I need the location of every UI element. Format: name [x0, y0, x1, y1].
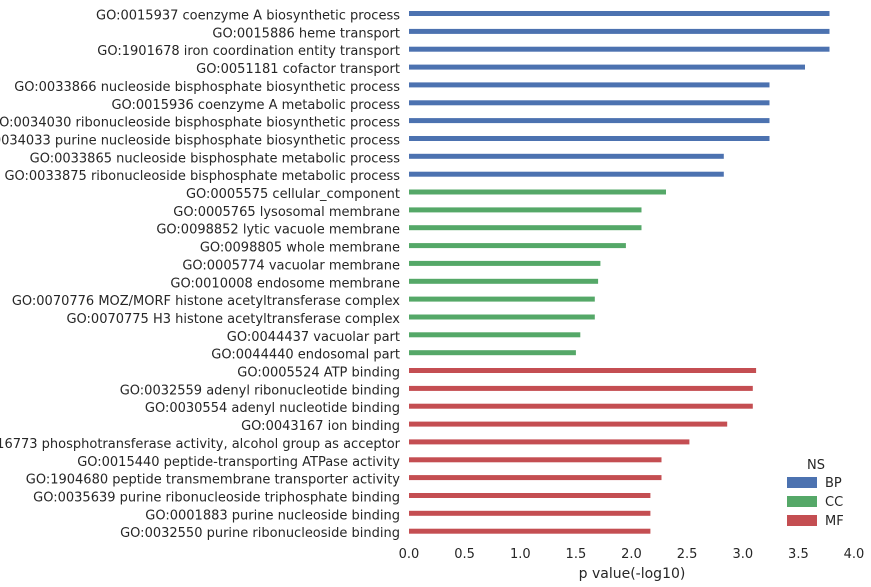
legend-swatch-cc [787, 496, 817, 507]
bar-22 [409, 385, 753, 391]
category-label: GO:0015937 coenzyme A biosynthetic proce… [96, 9, 400, 24]
x-tick-label: 3.0 [732, 547, 753, 562]
bar-27 [409, 475, 662, 481]
category-label: GO:0051181 cofactor transport [196, 62, 400, 77]
category-label: GO:0030554 adenyl nucleotide binding [145, 401, 400, 416]
category-label: GO:0016773 phosphotransferase activity, … [0, 437, 401, 452]
category-label: GO:0032550 purine ribonucleoside binding [120, 526, 400, 541]
category-label: GO:0015886 heme transport [212, 26, 400, 41]
bar-7 [409, 118, 770, 124]
category-label: GO:1904680 peptide transmembrane transpo… [26, 473, 401, 488]
category-label: GO:0001883 purine nucleoside binding [145, 508, 400, 523]
category-label: GO:0035639 purine ribonucleoside triphos… [33, 491, 400, 506]
category-label: GO:0005774 vacuolar membrane [182, 258, 400, 273]
category-label: GO:0005575 cellular_component [186, 187, 400, 202]
x-tick-label: 4.0 [844, 547, 865, 562]
category-label: GO:0032559 adenyl ribonucleotide binding [120, 383, 400, 398]
x-tick-label: 2.0 [621, 547, 642, 562]
bar-13 [409, 225, 642, 231]
bar-24 [409, 421, 728, 427]
bars-layer [409, 11, 830, 534]
legend-swatch-mf [787, 515, 817, 526]
bar-12 [409, 207, 642, 213]
x-tick-label: 0.5 [454, 547, 475, 562]
category-label: GO:0015440 peptide-transporting ATPase a… [77, 455, 400, 470]
legend-title: NS [807, 458, 825, 473]
legend-label-cc: CC [825, 495, 843, 510]
bar-4 [409, 64, 805, 70]
category-label: GO:0098852 lytic vacuole membrane [156, 223, 400, 238]
x-tick-label: 3.5 [788, 547, 809, 562]
category-label: GO:0098805 whole membrane [200, 241, 400, 256]
legend: NS BP CC MF [787, 458, 844, 529]
legend-label-mf: MF [825, 514, 844, 529]
bar-15 [409, 260, 601, 266]
bar-21 [409, 368, 757, 373]
category-label: GO:0033865 nucleoside bisphosphate metab… [30, 151, 401, 166]
category-label: GO:0005765 lysosomal membrane [173, 205, 400, 220]
bar-26 [409, 457, 662, 463]
bar-6 [409, 100, 770, 106]
legend-label-bp: BP [825, 476, 842, 491]
category-label: GO:1901678 iron coordination entity tran… [97, 44, 400, 59]
category-label: GO:0043167 ion binding [241, 419, 400, 434]
bar-16 [409, 278, 599, 284]
legend-swatch-bp [787, 477, 817, 488]
bar-1 [409, 11, 830, 16]
category-label: GO:0044437 vacuolar part [227, 330, 400, 345]
bar-3 [409, 46, 830, 52]
category-label: GO:0010008 endosome membrane [170, 276, 400, 291]
bar-23 [409, 403, 753, 409]
category-label: GO:0005524 ATP binding [237, 366, 400, 381]
category-labels: GO:0015937 coenzyme A biosynthetic proce… [0, 9, 401, 542]
bar-5 [409, 82, 770, 88]
category-label: GO:0034030 ribonucleoside bisphosphate b… [0, 116, 400, 131]
category-label: GO:0033866 nucleoside bisphosphate biosy… [14, 80, 400, 95]
bar-10 [409, 171, 724, 177]
category-label: GO:0033875 ribonucleoside bisphosphate m… [4, 169, 400, 184]
bar-17 [409, 296, 595, 302]
x-tick-label: 1.0 [510, 547, 531, 562]
bar-9 [409, 153, 724, 159]
bar-29 [409, 510, 651, 516]
bar-18 [409, 314, 595, 320]
category-label: GO:0034033 purine nucleoside bisphosphat… [0, 134, 400, 149]
bar-11 [409, 189, 666, 195]
bar-25 [409, 439, 690, 445]
bar-2 [409, 28, 830, 34]
category-label: GO:0015936 coenzyme A metabolic process [111, 98, 400, 113]
bar-28 [409, 493, 651, 498]
x-tick-label: 0.0 [399, 547, 420, 562]
bar-8 [409, 136, 770, 141]
x-axis-ticks: 0.0 0.5 1.0 1.5 2.0 2.5 3.0 3.5 4.0 [399, 547, 865, 562]
bar-30 [409, 528, 651, 534]
x-axis-label: p value(-log10) [579, 566, 686, 582]
category-label: GO:0070775 H3 histone acetyltransferase … [66, 312, 400, 327]
x-tick-label: 1.5 [566, 547, 587, 562]
bar-14 [409, 243, 626, 249]
bar-19 [409, 332, 581, 338]
category-label: GO:0044440 endosomal part [211, 348, 400, 363]
bar-20 [409, 350, 576, 356]
x-tick-label: 2.5 [677, 547, 698, 562]
category-label: GO:0070776 MOZ/MORF histone acetyltransf… [12, 294, 400, 309]
